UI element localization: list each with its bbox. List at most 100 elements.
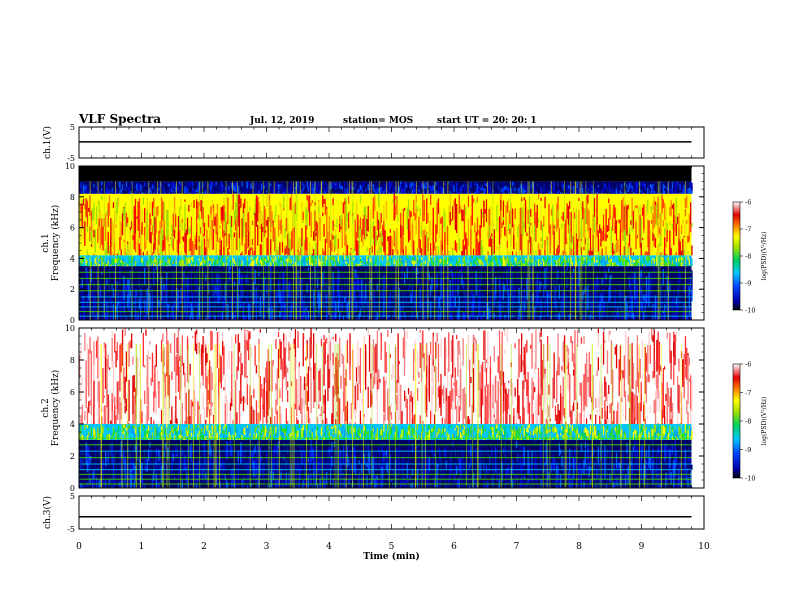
spectrogram-cell bbox=[246, 233, 248, 249]
spectrogram-cell bbox=[406, 186, 408, 194]
spectrogram-cell bbox=[258, 184, 260, 189]
spectrogram-cell bbox=[688, 182, 690, 187]
spectrogram-cell bbox=[315, 185, 317, 192]
spectrogram-cell bbox=[145, 254, 147, 256]
spectrogram-cell bbox=[666, 222, 668, 230]
spectrogram-cell bbox=[583, 257, 585, 261]
spectrogram-cell bbox=[127, 243, 129, 256]
spectrogram-cell bbox=[281, 185, 284, 191]
spectrogram-cell bbox=[567, 192, 570, 194]
spectrogram-cell bbox=[344, 297, 346, 303]
spectrogram-cell bbox=[237, 191, 239, 194]
spectrogram-cell bbox=[669, 206, 671, 216]
spectrogram-cell bbox=[262, 186, 264, 194]
spectrogram-cell bbox=[279, 264, 281, 267]
spectrogram-cell bbox=[687, 255, 689, 260]
spectrogram-cell bbox=[682, 265, 684, 267]
spectrogram-cell bbox=[301, 259, 303, 266]
spectrogram-cell bbox=[677, 264, 679, 267]
spectrogram-cell bbox=[384, 230, 386, 256]
spectrogram-cell bbox=[102, 226, 104, 251]
spectrogram-cell bbox=[108, 246, 111, 256]
spectrogram-cell bbox=[94, 297, 96, 302]
spectrogram-cell bbox=[505, 205, 507, 229]
spectrogram-cell bbox=[383, 220, 385, 236]
spectrogram-cell bbox=[634, 205, 636, 211]
spectrogram-cell bbox=[478, 184, 480, 191]
spectrogram-cell bbox=[485, 183, 488, 187]
spectrogram-cell bbox=[160, 223, 163, 256]
spectrogram-cell bbox=[453, 257, 455, 265]
spectrogram-cell bbox=[392, 258, 394, 264]
spectrogram-cell bbox=[625, 181, 627, 189]
spectrogram-cell bbox=[98, 295, 100, 300]
spectrogram-cell bbox=[665, 256, 667, 262]
spectrogram-cell bbox=[101, 262, 103, 265]
spectrogram-cell bbox=[402, 181, 404, 185]
spectrogram-cell bbox=[307, 195, 310, 212]
spectrogram-cell bbox=[275, 256, 277, 262]
spectrogram-cell bbox=[436, 256, 438, 262]
spectrogram-cell bbox=[127, 185, 129, 191]
spectrogram-cell bbox=[475, 191, 477, 194]
spectrogram-cell bbox=[647, 256, 649, 264]
spectrogram-cell bbox=[154, 294, 156, 297]
spectrogram-cell bbox=[270, 185, 272, 192]
spectrogram-cell bbox=[674, 181, 676, 190]
spectrogram-cell bbox=[153, 263, 155, 267]
spectrogram-cell bbox=[284, 257, 286, 263]
spectrogram-cell bbox=[500, 259, 502, 263]
spectrogram-cell bbox=[168, 258, 170, 265]
spectrogram-cell bbox=[125, 262, 128, 267]
spectrogram-cell bbox=[675, 197, 677, 225]
spectrogram-cell bbox=[534, 255, 536, 263]
spectrogram-cell bbox=[119, 267, 121, 284]
spectrogram-cell bbox=[220, 219, 222, 224]
spectrogram-cell bbox=[686, 188, 688, 194]
spectrogram-cell bbox=[119, 292, 121, 315]
spectrogram-cell bbox=[349, 209, 351, 214]
spectrogram-cell bbox=[290, 261, 293, 264]
spectrogram-cell bbox=[506, 201, 508, 213]
spectrogram-cell bbox=[495, 182, 497, 186]
spectrogram-cell bbox=[190, 257, 193, 260]
spectrogram-cell bbox=[354, 219, 356, 251]
spectrogram-cell bbox=[264, 265, 267, 267]
spectrogram-cell bbox=[254, 182, 256, 191]
spectrogram-cell bbox=[383, 204, 385, 225]
spectrogram-cell bbox=[249, 183, 251, 188]
spectrogram-cell bbox=[203, 266, 206, 285]
spectrogram-cell bbox=[240, 260, 242, 265]
spectrogram-cell bbox=[522, 186, 524, 189]
spectrogram-cell bbox=[231, 225, 233, 241]
spectrogram-cell bbox=[411, 260, 414, 264]
spectrogram-cell bbox=[201, 257, 203, 262]
spectrogram-cell bbox=[660, 256, 662, 261]
spectrogram-cell bbox=[124, 259, 126, 267]
spectrogram-cell bbox=[530, 236, 532, 255]
spectrogram-cell bbox=[690, 265, 692, 267]
spectrogram-cell bbox=[375, 256, 377, 264]
spectrogram-cell bbox=[342, 316, 345, 320]
spectrogram-cell bbox=[162, 287, 164, 298]
spectrogram-cell bbox=[196, 264, 198, 267]
spectrogram-cell bbox=[206, 259, 208, 264]
spectrogram-cell bbox=[349, 311, 351, 319]
spectrogram-cell bbox=[197, 300, 199, 320]
spectrogram-cell bbox=[602, 256, 605, 262]
spectrogram-cell bbox=[482, 211, 484, 218]
spectrogram-cell bbox=[93, 258, 95, 266]
spectrogram-cell bbox=[110, 181, 112, 184]
spectrogram-cell bbox=[90, 261, 92, 267]
spectrogram-cell bbox=[194, 235, 196, 240]
spectrogram-cell bbox=[248, 185, 250, 188]
spectrogram-cell bbox=[418, 216, 420, 249]
spectrogram-cell bbox=[90, 184, 92, 187]
spectrogram-cell bbox=[619, 184, 622, 190]
spectrogram-cell bbox=[107, 202, 109, 227]
spectrogram-cell bbox=[622, 253, 624, 256]
spectrogram-cell bbox=[622, 188, 624, 191]
spectrogram-cell bbox=[258, 189, 260, 194]
spectrogram-cell bbox=[526, 214, 528, 226]
spectrogram-cell bbox=[583, 188, 585, 194]
